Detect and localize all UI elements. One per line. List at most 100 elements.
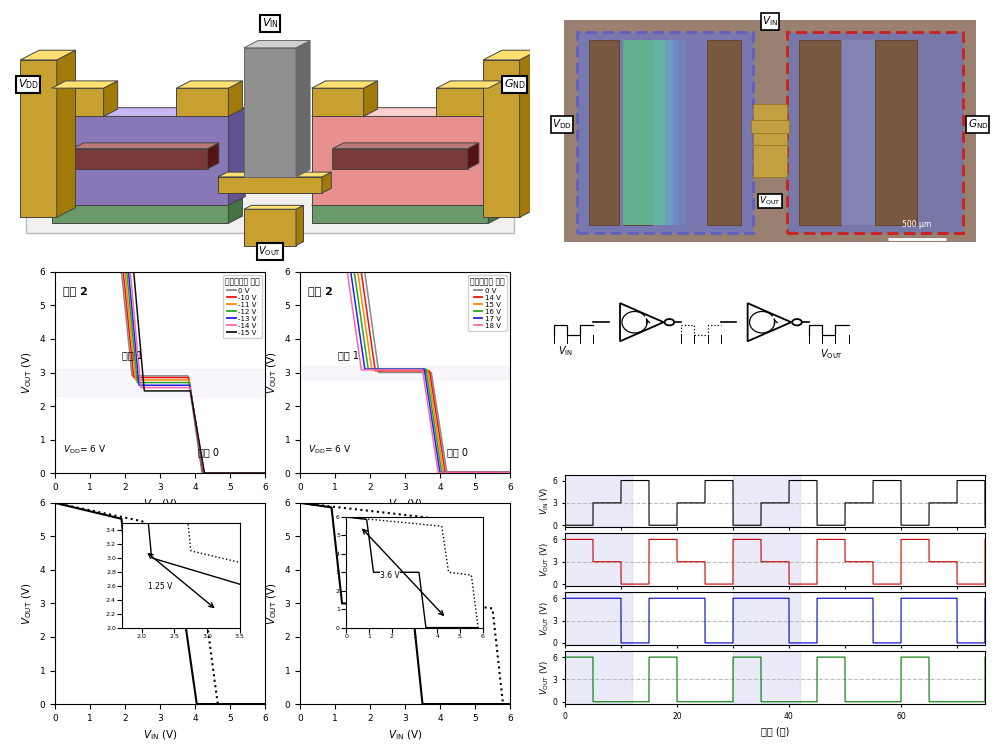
Bar [733, 651, 800, 704]
-10 V [259, 469, 271, 478]
Y-axis label: $V_{\rm OUT}$ (V): $V_{\rm OUT}$ (V) [539, 660, 551, 695]
Bar [875, 39, 917, 225]
14 V [389, 367, 401, 375]
Polygon shape [312, 198, 502, 205]
Line: 15 V: 15 V [300, 272, 510, 472]
Polygon shape [748, 303, 791, 341]
Text: $G_{\rm ND}$: $G_{\rm ND}$ [968, 118, 988, 131]
Y-axis label: $V_{\rm OUT}$ (V): $V_{\rm OUT}$ (V) [265, 583, 279, 624]
Bar [300, 366, 510, 379]
Text: 논리 1: 논리 1 [338, 350, 359, 361]
-10 V [197, 469, 209, 478]
Bar [753, 104, 787, 145]
15 V [434, 447, 446, 456]
18 V [348, 314, 360, 323]
-10 V [173, 373, 185, 382]
-13 V [49, 267, 61, 276]
Polygon shape [520, 50, 538, 218]
Text: 논리 0: 논리 0 [198, 447, 219, 457]
0 V [348, 267, 360, 276]
Polygon shape [20, 60, 57, 218]
0 V [418, 368, 430, 377]
15 V [389, 365, 401, 374]
Polygon shape [436, 81, 502, 88]
Text: $V_{\rm OUT}$: $V_{\rm OUT}$ [258, 244, 282, 259]
18 V [504, 468, 516, 477]
Polygon shape [26, 189, 514, 233]
Text: $V_{\rm OUT}$: $V_{\rm OUT}$ [759, 195, 781, 207]
Polygon shape [312, 88, 364, 116]
-14 V [189, 414, 201, 423]
17 V [504, 468, 516, 477]
-14 V [198, 469, 210, 478]
Bar [55, 370, 265, 396]
Polygon shape [436, 88, 488, 116]
17 V [348, 290, 360, 299]
-14 V [259, 469, 271, 478]
-12 V [144, 378, 156, 387]
-13 V [189, 415, 201, 424]
Polygon shape [244, 48, 296, 177]
0 V [504, 468, 516, 477]
Text: $V_{\rm DD}$= 6 V: $V_{\rm DD}$= 6 V [308, 444, 352, 457]
-12 V [207, 469, 219, 478]
0 V [452, 468, 464, 477]
-15 V [103, 267, 115, 276]
Circle shape [665, 319, 674, 326]
-10 V [86, 267, 98, 276]
Polygon shape [228, 198, 242, 224]
0 V [259, 469, 271, 478]
Bar [733, 592, 800, 645]
17 V [435, 468, 447, 477]
Polygon shape [20, 50, 76, 60]
Line: 0 V: 0 V [300, 272, 510, 472]
Polygon shape [52, 108, 245, 116]
15 V [348, 267, 360, 276]
Y-axis label: $V_{\rm OUT}$ (V): $V_{\rm OUT}$ (V) [20, 352, 34, 393]
15 V [418, 365, 430, 374]
16 V [348, 267, 360, 276]
-14 V [103, 267, 115, 276]
-12 V [198, 469, 210, 478]
Polygon shape [488, 108, 505, 205]
Bar [565, 592, 632, 645]
Bar [787, 32, 963, 233]
17 V [418, 365, 430, 374]
16 V [434, 459, 446, 468]
Polygon shape [296, 40, 310, 177]
Polygon shape [488, 81, 502, 116]
Text: $V_{\rm DD}$= 6 V: $V_{\rm DD}$= 6 V [63, 444, 107, 457]
Text: $V_{\rm IN}$: $V_{\rm IN}$ [558, 344, 573, 358]
16 V [504, 468, 516, 477]
18 V [389, 365, 401, 374]
Text: 논리 1: 논리 1 [122, 350, 143, 361]
-15 V [86, 267, 98, 276]
Y-axis label: $V_{\rm IN}$ (V): $V_{\rm IN}$ (V) [539, 487, 551, 515]
Polygon shape [312, 81, 378, 88]
-11 V [144, 375, 156, 384]
Line: 17 V: 17 V [300, 272, 510, 472]
16 V [436, 468, 448, 477]
14 V [294, 267, 306, 276]
-12 V [103, 267, 115, 276]
Line: 16 V: 16 V [300, 272, 510, 472]
Text: $V_{\rm OUT}$: $V_{\rm OUT}$ [820, 346, 843, 361]
Y-axis label: $V_{\rm OUT}$ (V): $V_{\rm OUT}$ (V) [539, 542, 551, 577]
-15 V [207, 469, 219, 478]
17 V [452, 468, 464, 477]
-13 V [207, 469, 219, 478]
Line: -15 V: -15 V [55, 272, 265, 473]
X-axis label: $V_{\rm IN}$ (V): $V_{\rm IN}$ (V) [143, 729, 177, 742]
14 V [504, 468, 516, 477]
Bar [707, 39, 741, 225]
Y-axis label: $V_{\rm OUT}$ (V): $V_{\rm OUT}$ (V) [539, 601, 551, 636]
Text: $V_{\rm DD}$: $V_{\rm DD}$ [552, 118, 572, 131]
0 V [49, 267, 61, 276]
Text: 논리 2: 논리 2 [63, 286, 88, 296]
Polygon shape [296, 206, 303, 246]
X-axis label: $V_{\rm IN}$ (V): $V_{\rm IN}$ (V) [388, 729, 422, 742]
Y-axis label: $V_{\rm OUT}$ (V): $V_{\rm OUT}$ (V) [20, 583, 34, 624]
Polygon shape [72, 143, 219, 149]
Bar [733, 533, 800, 586]
Polygon shape [244, 206, 303, 209]
